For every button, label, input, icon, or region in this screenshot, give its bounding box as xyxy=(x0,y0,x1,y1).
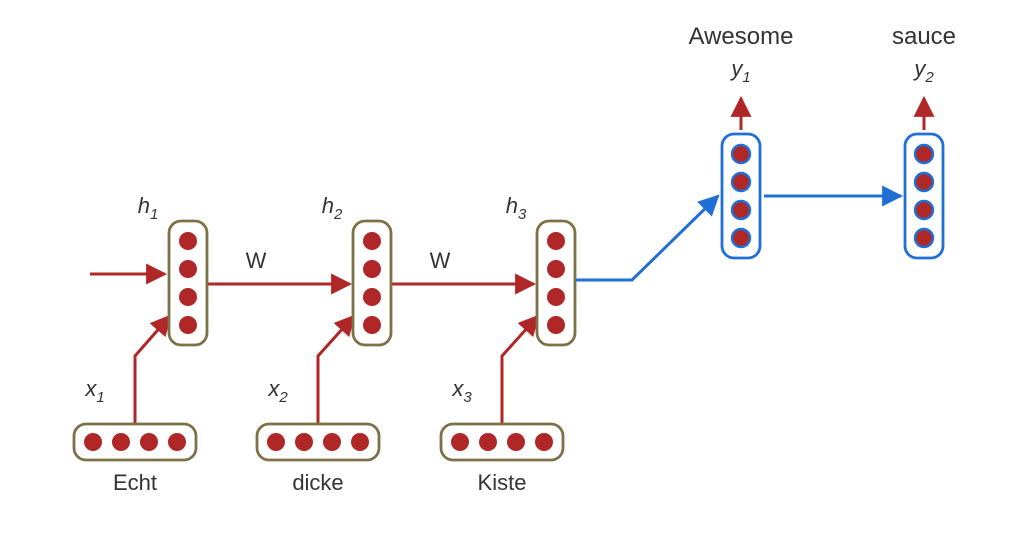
hidden-box-h1-node xyxy=(179,260,197,278)
input-box-x3-node xyxy=(479,433,497,451)
decoder-box-d1-node xyxy=(732,173,750,191)
hidden-box-h1-node xyxy=(179,288,197,306)
label-x1: x1 xyxy=(84,376,104,406)
word-d2: sauce xyxy=(892,23,956,50)
hidden-box-h3-node xyxy=(547,316,565,334)
hidden-box-h3-node xyxy=(547,260,565,278)
hidden-box-h3-node xyxy=(547,288,565,306)
rnn-encoder-decoder-diagram: W Wh1 h2 h3 x1 Echt x2 dicke x3 Kiste y1 Awesome y2 s… xyxy=(0,0,1024,557)
input-box-x2-node xyxy=(267,433,285,451)
decoder-box-d2-node xyxy=(915,145,933,163)
label-x2: x2 xyxy=(267,376,288,406)
input-box-x3-node xyxy=(451,433,469,451)
decoder-box-d2-node xyxy=(915,229,933,247)
input-box-x3-node xyxy=(507,433,525,451)
decoder-box-d2-node xyxy=(915,173,933,191)
input-box-x2-node xyxy=(323,433,341,451)
hidden-box-h2-node xyxy=(363,288,381,306)
input-box-x3-node xyxy=(535,433,553,451)
input-box-x2-node xyxy=(295,433,313,451)
input-box-x1-node xyxy=(140,433,158,451)
input-box-x1-node xyxy=(84,433,102,451)
label-h1: h1 xyxy=(138,193,159,223)
label-W-0: W xyxy=(246,248,267,273)
label-W-1: W xyxy=(430,248,451,273)
arrow-x3-h3 xyxy=(502,316,538,424)
hidden-box-h2-node xyxy=(363,260,381,278)
label-d1-out: y1 xyxy=(729,56,750,86)
hidden-box-h3-node xyxy=(547,232,565,250)
decoder-box-d1-node xyxy=(732,201,750,219)
decoder-box-d2-node xyxy=(915,201,933,219)
label-h2: h2 xyxy=(322,193,343,223)
label-x3: x3 xyxy=(451,376,472,406)
word-x1: Echt xyxy=(113,470,157,495)
hidden-box-h2-node xyxy=(363,316,381,334)
input-box-x2-node xyxy=(351,433,369,451)
input-box-x1-node xyxy=(112,433,130,451)
decoder-box-d1-node xyxy=(732,229,750,247)
word-d1: Awesome xyxy=(689,23,794,50)
hidden-box-h1-node xyxy=(179,316,197,334)
label-h3: h3 xyxy=(506,193,527,223)
word-x2: dicke xyxy=(292,470,343,495)
arrow-x2-h2 xyxy=(318,316,354,424)
arrow-x1-h1 xyxy=(135,316,170,424)
hidden-box-h2-node xyxy=(363,232,381,250)
decoder-box-d1-node xyxy=(732,145,750,163)
arrow-h3-d1 xyxy=(576,196,718,280)
label-d2-out: y2 xyxy=(912,56,934,86)
hidden-box-h1-node xyxy=(179,232,197,250)
word-x3: Kiste xyxy=(478,470,527,495)
input-box-x1-node xyxy=(168,433,186,451)
